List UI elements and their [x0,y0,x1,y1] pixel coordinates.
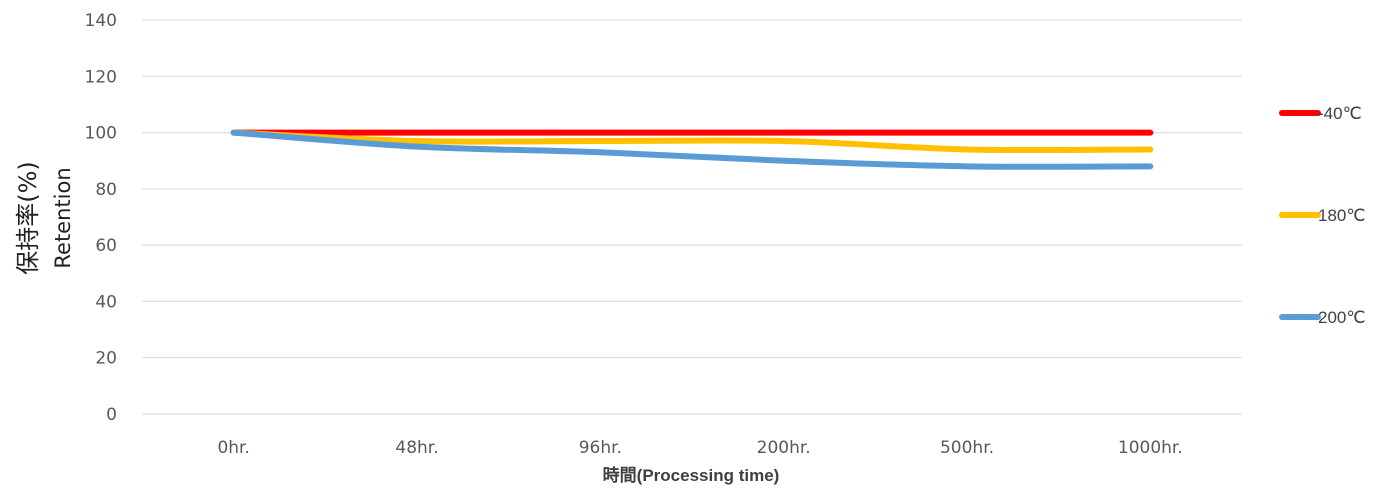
x-tick-label: 96hr. [579,438,622,458]
series-line-2 [230,129,1154,154]
series-line-3 [230,129,1154,170]
legend-label: 200℃ [1318,308,1365,327]
y-tick-label: 40 [95,292,117,312]
y-axis-title-main: 保持率(%) [14,161,42,275]
y-tick-label: 0 [106,405,117,425]
x-tick-label: 500hr. [940,438,994,458]
y-axis-title: 保持率(%) Retention [14,161,75,275]
x-tick-label: 200hr. [757,438,811,458]
gridlines [142,19,1242,415]
x-axis-title: 時間(Processing time) [603,465,780,485]
x-tick-label: 48hr. [395,438,438,458]
x-tick-label: 0hr. [217,438,249,458]
legend-item: -40℃ [1279,104,1362,123]
legend-label: 180℃ [1318,206,1365,225]
y-tick-label: 60 [95,236,117,256]
y-axis-title-sub: Retention [51,167,75,268]
legend-label: -40℃ [1318,104,1362,123]
y-axis-ticks: 0 20 40 60 80 100 120 140 [85,11,117,425]
series-lines [230,129,1154,170]
y-tick-label: 140 [85,11,117,31]
y-tick-label: 120 [85,67,117,87]
y-tick-label: 20 [95,349,117,369]
legend-item: 180℃ [1279,206,1365,225]
y-tick-label: 80 [95,180,117,200]
x-axis-ticks: 0hr. 48hr. 96hr. 200hr. 500hr. 1000hr. [217,438,1182,458]
legend: -40℃ 180℃ 200℃ [1279,104,1365,327]
x-tick-label: 1000hr. [1118,438,1183,458]
legend-item: 200℃ [1279,308,1365,327]
y-tick-label: 100 [85,124,117,144]
